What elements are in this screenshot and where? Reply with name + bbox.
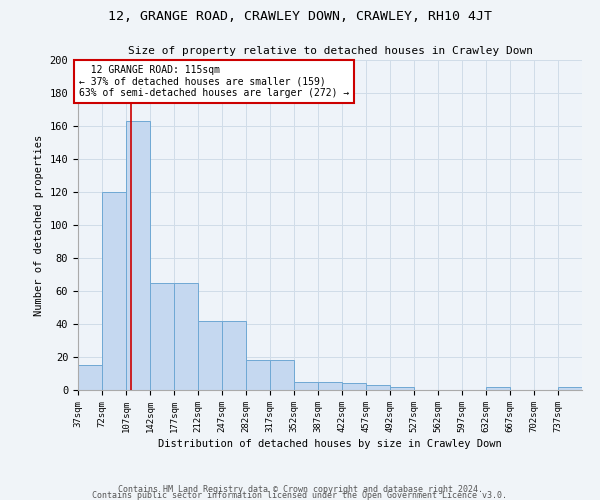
Bar: [342, 384, 366, 390]
Bar: [174, 283, 198, 390]
Title: Size of property relative to detached houses in Crawley Down: Size of property relative to detached ho…: [128, 46, 533, 56]
Bar: [102, 192, 126, 390]
Bar: [126, 121, 150, 390]
Bar: [294, 382, 318, 390]
Bar: [486, 386, 510, 390]
Text: Contains HM Land Registry data © Crown copyright and database right 2024.: Contains HM Land Registry data © Crown c…: [118, 484, 482, 494]
Bar: [198, 320, 222, 390]
Text: Contains public sector information licensed under the Open Government Licence v3: Contains public sector information licen…: [92, 490, 508, 500]
Text: 12, GRANGE ROAD, CRAWLEY DOWN, CRAWLEY, RH10 4JT: 12, GRANGE ROAD, CRAWLEY DOWN, CRAWLEY, …: [108, 10, 492, 23]
Bar: [150, 283, 174, 390]
Bar: [318, 382, 342, 390]
Bar: [366, 385, 390, 390]
Bar: [222, 320, 246, 390]
Text: 12 GRANGE ROAD: 115sqm
← 37% of detached houses are smaller (159)
63% of semi-de: 12 GRANGE ROAD: 115sqm ← 37% of detached…: [79, 65, 349, 98]
Bar: [390, 386, 414, 390]
Y-axis label: Number of detached properties: Number of detached properties: [34, 134, 44, 316]
X-axis label: Distribution of detached houses by size in Crawley Down: Distribution of detached houses by size …: [158, 439, 502, 449]
Bar: [558, 386, 582, 390]
Bar: [270, 360, 294, 390]
Bar: [246, 360, 270, 390]
Bar: [78, 365, 102, 390]
